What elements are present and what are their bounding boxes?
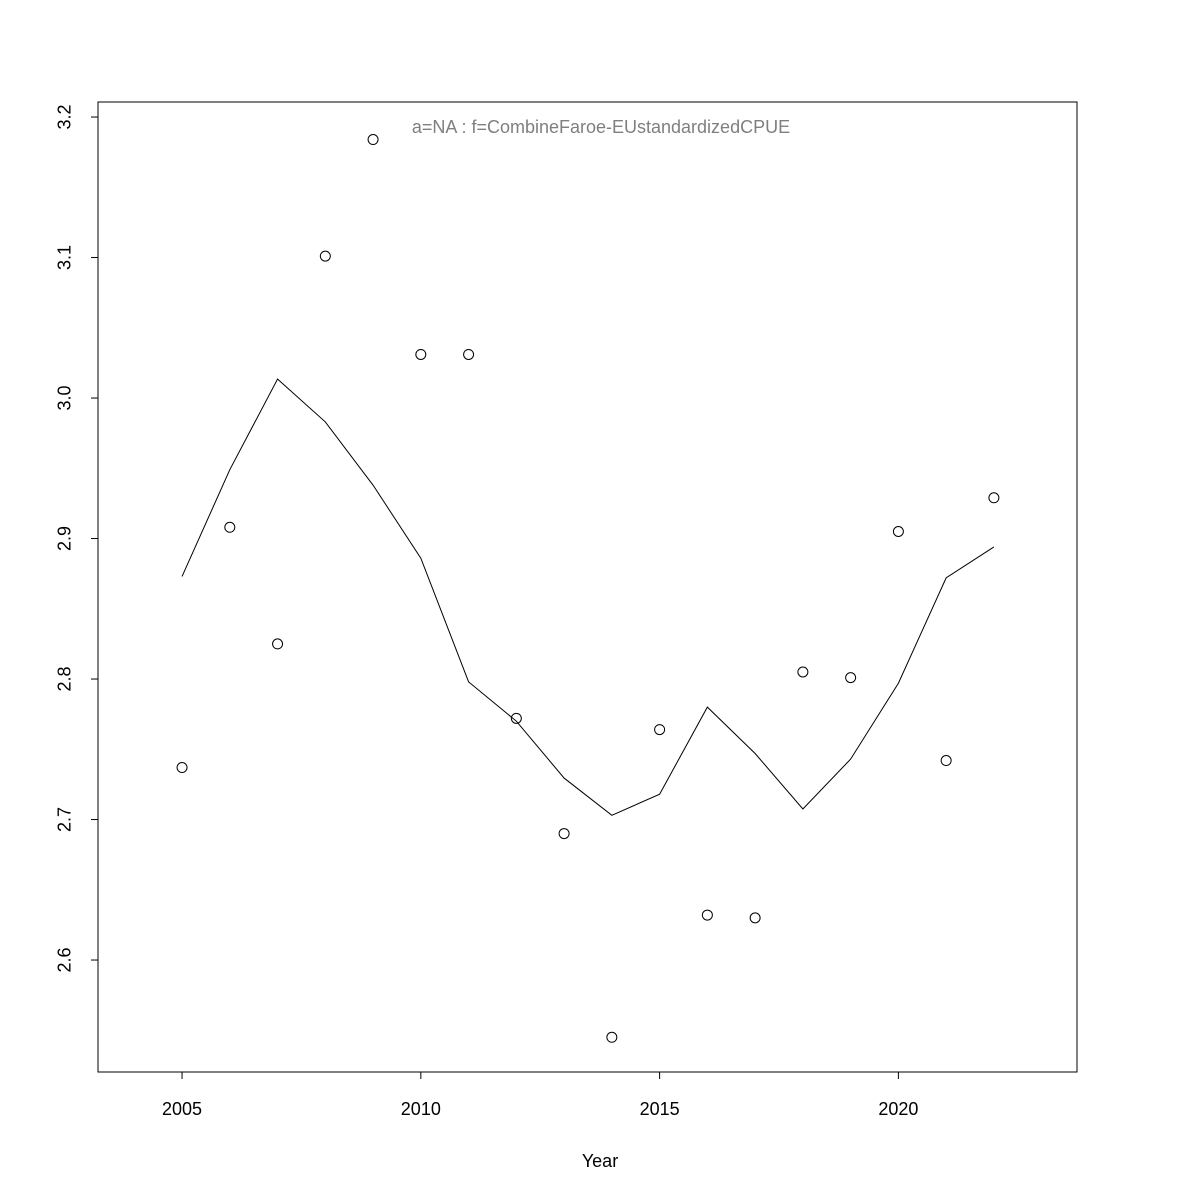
- point: [654, 724, 666, 736]
- point: [463, 348, 475, 360]
- point: [176, 762, 188, 774]
- point: [558, 828, 570, 840]
- point: [845, 672, 857, 684]
- x-axis-label: Year: [582, 1151, 618, 1171]
- point: [319, 250, 331, 262]
- x-tick-label: 2005: [162, 1099, 202, 1119]
- point: [749, 912, 761, 924]
- x-tick-label: 2020: [878, 1099, 918, 1119]
- y-tick-label: 2.7: [55, 807, 75, 832]
- x-tick-label: 2015: [640, 1099, 680, 1119]
- point: [797, 666, 809, 678]
- point: [940, 755, 952, 767]
- line: [181, 378, 995, 816]
- point: [224, 521, 236, 533]
- point: [510, 712, 522, 724]
- point: [415, 348, 427, 360]
- point: [606, 1031, 618, 1043]
- y-tick-label: 2.9: [55, 526, 75, 551]
- y-tick-label: 2.8: [55, 667, 75, 692]
- point: [988, 492, 1000, 504]
- y-tick-label: 3.1: [55, 245, 75, 270]
- y-tick-label: 3.2: [55, 105, 75, 130]
- x-tick-label: 2010: [401, 1099, 441, 1119]
- point: [701, 909, 713, 921]
- plot-box: [97, 101, 1078, 1073]
- y-tick-label: 2.6: [55, 948, 75, 973]
- point: [367, 134, 379, 146]
- y-tick-label: 3.0: [55, 386, 75, 411]
- annotation: a=NA : f=CombineFaroe-EUstandardizedCPUE: [412, 117, 790, 137]
- point: [272, 638, 284, 650]
- point: [892, 526, 904, 538]
